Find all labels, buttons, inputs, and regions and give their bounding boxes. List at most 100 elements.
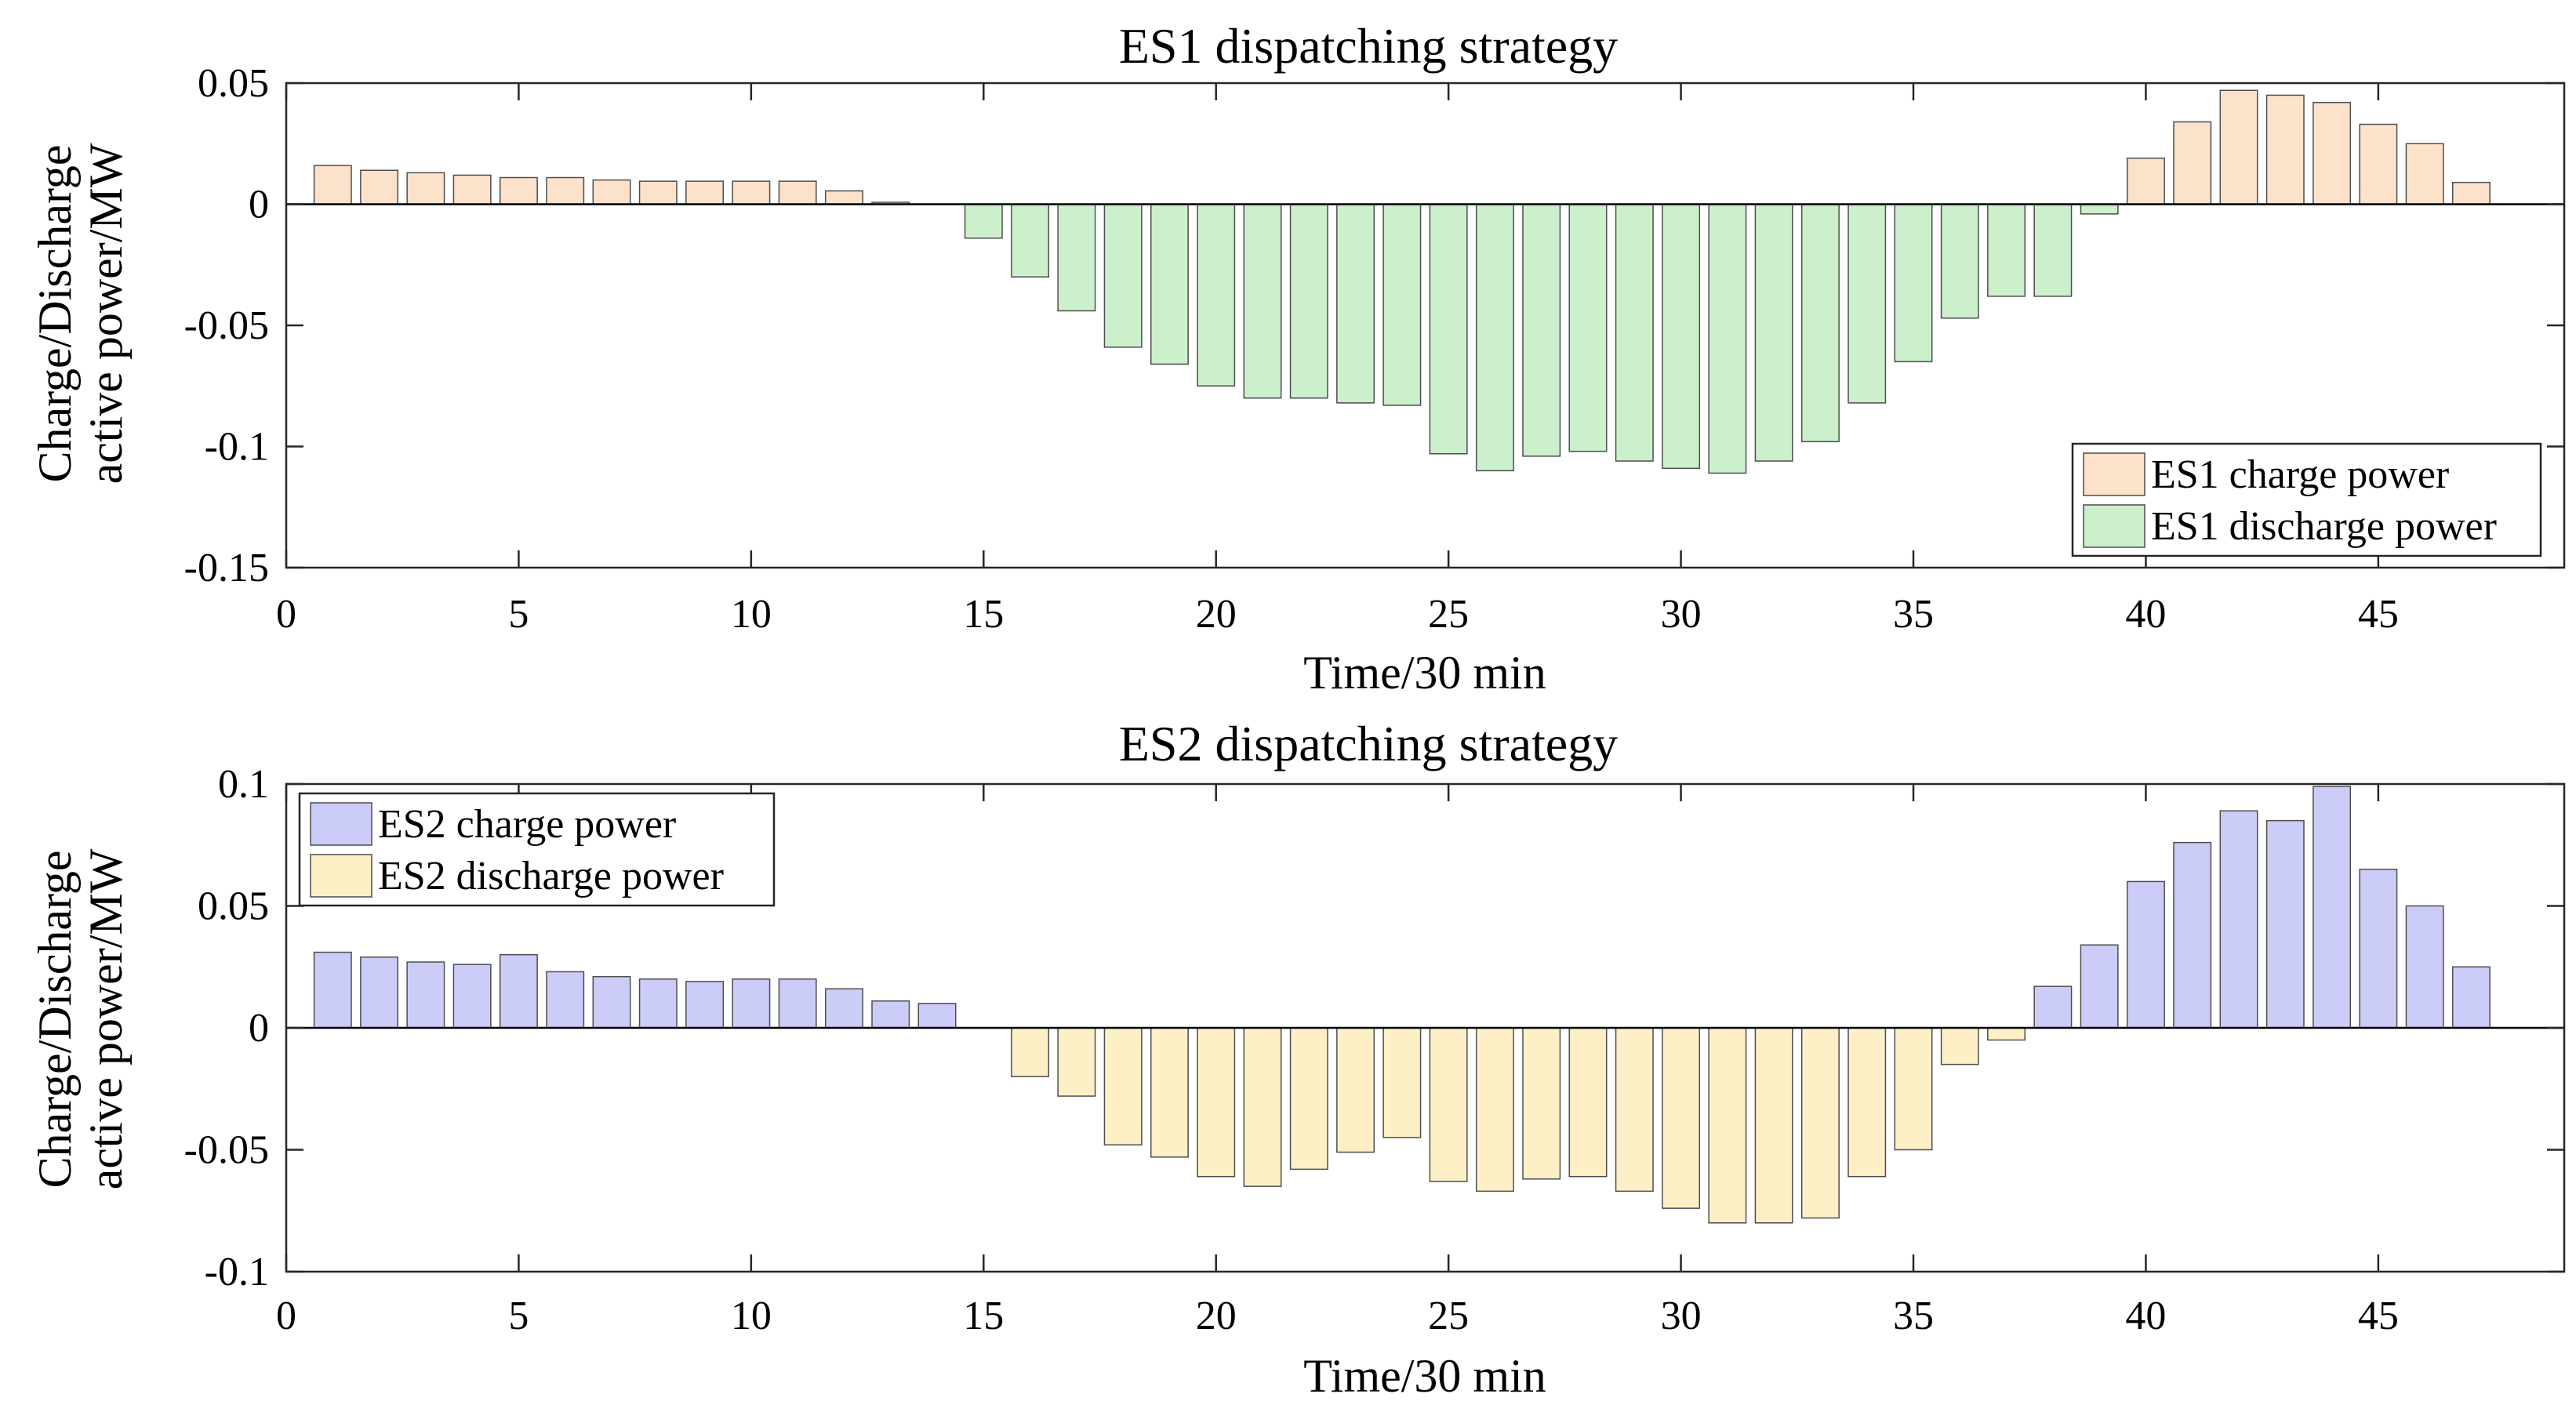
es2-bar-discharge-24 bbox=[1382, 1027, 1422, 1138]
es2-bar-discharge-35 bbox=[1894, 1027, 1933, 1151]
es2-x-tick-label-35: 35 bbox=[1893, 1294, 1934, 1338]
es1-x-tick-label-35: 35 bbox=[1893, 592, 1934, 637]
es2-x-tick-label-10: 10 bbox=[731, 1294, 772, 1338]
es1-bar-charge-6 bbox=[546, 176, 585, 205]
es2-bar-charge-11 bbox=[778, 978, 817, 1029]
es2-bar-discharge-34 bbox=[1848, 1027, 1887, 1178]
es1-bar-charge-9 bbox=[685, 180, 725, 205]
es1-x-tick-label-30: 30 bbox=[1661, 592, 1702, 637]
es2-bar-charge-8 bbox=[638, 978, 678, 1029]
es1-bar-discharge-31 bbox=[1708, 203, 1747, 474]
es1-x-tick-label-5: 5 bbox=[508, 592, 529, 637]
es1-bar-discharge-26 bbox=[1475, 203, 1514, 472]
es2-bar-discharge-25 bbox=[1429, 1027, 1468, 1182]
es2-bar-charge-41 bbox=[2173, 841, 2212, 1029]
es2-bar-charge-9 bbox=[685, 981, 725, 1029]
es1-bar-discharge-35 bbox=[1894, 203, 1933, 363]
es2-x-tick-label-20: 20 bbox=[1196, 1294, 1237, 1338]
es1-y-tick-label-3: 0 bbox=[249, 183, 269, 227]
es1-bar-discharge-30 bbox=[1662, 203, 1701, 470]
es1-bar-discharge-21 bbox=[1243, 203, 1282, 399]
es2-x-tick-label-40: 40 bbox=[2125, 1294, 2166, 1338]
es1-bar-charge-1 bbox=[313, 165, 352, 205]
es2-bar-charge-10 bbox=[732, 978, 771, 1029]
es1-bar-charge-47 bbox=[2451, 181, 2491, 205]
es2-bar-discharge-33 bbox=[1800, 1027, 1840, 1219]
es2-bar-charge-3 bbox=[406, 961, 445, 1029]
es2-bar-discharge-36 bbox=[1940, 1027, 1979, 1065]
es1-bar-discharge-29 bbox=[1615, 203, 1654, 462]
es1-bar-discharge-20 bbox=[1197, 203, 1236, 387]
es2-bar-charge-39 bbox=[2080, 944, 2119, 1029]
es1-bar-discharge-24 bbox=[1382, 203, 1422, 406]
es1-bar-discharge-36 bbox=[1940, 203, 1979, 319]
es1-x-tick-label-45: 45 bbox=[2358, 592, 2399, 637]
es2-x-tick-label-5: 5 bbox=[508, 1294, 529, 1338]
es2-x-tick-label-0: 0 bbox=[276, 1294, 296, 1338]
es2-bar-charge-45 bbox=[2359, 869, 2398, 1029]
es2-bar-charge-44 bbox=[2313, 786, 2352, 1029]
es1-bar-discharge-39 bbox=[2080, 203, 2119, 215]
es1-bar-discharge-19 bbox=[1150, 203, 1189, 365]
es2-bar-discharge-29 bbox=[1615, 1027, 1654, 1192]
es2-legend-label-discharge: ES2 discharge power bbox=[378, 854, 724, 898]
es1-x-tick-label-0: 0 bbox=[276, 592, 296, 637]
es2-bar-discharge-30 bbox=[1662, 1027, 1701, 1209]
es1-legend-label-charge: ES1 charge power bbox=[2151, 452, 2449, 497]
es2-bar-charge-6 bbox=[546, 971, 585, 1029]
es2-bar-discharge-19 bbox=[1150, 1027, 1189, 1158]
es2-bar-discharge-32 bbox=[1754, 1027, 1793, 1224]
es2-y-axis-label-line1: Charge/Discharge bbox=[29, 851, 81, 1189]
es1-x-tick-label-10: 10 bbox=[731, 592, 772, 637]
es1-legend-box bbox=[2071, 442, 2542, 557]
es2-bar-charge-2 bbox=[360, 956, 399, 1029]
es2-bar-discharge-28 bbox=[1568, 1027, 1608, 1178]
es1-bar-charge-40 bbox=[2126, 158, 2165, 205]
es2-x-tick-label-15: 15 bbox=[963, 1294, 1004, 1338]
es2-bar-charge-14 bbox=[917, 1003, 957, 1029]
es1-bar-discharge-33 bbox=[1800, 203, 1840, 443]
es2-legend-swatch-charge bbox=[310, 802, 372, 846]
es2-y-tick-label-3: 0.05 bbox=[198, 884, 269, 929]
es1-bar-charge-11 bbox=[778, 180, 817, 205]
es1-bar-discharge-27 bbox=[1522, 203, 1561, 457]
es2-bar-discharge-37 bbox=[1987, 1027, 2026, 1041]
es2-bar-discharge-20 bbox=[1197, 1027, 1236, 1178]
es2-chart-title: ES2 dispatching strategy bbox=[1119, 716, 1618, 771]
es1-bar-discharge-17 bbox=[1057, 203, 1096, 312]
es1-y-tick-label-0: -0.15 bbox=[184, 546, 269, 590]
es1-bar-charge-43 bbox=[2265, 94, 2305, 205]
es1-bar-discharge-18 bbox=[1103, 203, 1143, 348]
es2-y-tick-label-1: -0.05 bbox=[184, 1128, 269, 1173]
es1-bar-charge-3 bbox=[406, 172, 445, 205]
es2-bar-discharge-27 bbox=[1522, 1027, 1561, 1180]
es1-bar-discharge-37 bbox=[1987, 203, 2026, 297]
es1-bar-charge-2 bbox=[360, 169, 399, 205]
es2-bar-charge-13 bbox=[871, 1000, 910, 1029]
es1-legend-swatch-discharge bbox=[2083, 504, 2145, 548]
es1-bar-discharge-15 bbox=[964, 203, 1003, 239]
es2-bar-charge-42 bbox=[2219, 810, 2258, 1029]
es2-bar-charge-4 bbox=[452, 964, 492, 1029]
es2-bar-charge-40 bbox=[2126, 880, 2165, 1029]
es2-legend-label-charge: ES2 charge power bbox=[378, 802, 676, 847]
es1-y-tick-label-2: -0.05 bbox=[184, 303, 269, 348]
es1-chart: ES1 dispatching strategy Charge/Discharg… bbox=[29, 18, 2566, 699]
es1-bar-discharge-28 bbox=[1568, 203, 1608, 452]
es2-bar-discharge-18 bbox=[1103, 1027, 1143, 1146]
es1-x-axis-label: Time/30 min bbox=[1303, 647, 1546, 699]
es1-bar-discharge-25 bbox=[1429, 203, 1468, 455]
es1-legend-swatch-charge bbox=[2083, 452, 2145, 496]
es1-bar-charge-45 bbox=[2359, 123, 2398, 205]
es2-bar-charge-38 bbox=[2033, 985, 2073, 1029]
es1-y-tick-label-1: -0.1 bbox=[205, 425, 269, 470]
es1-bar-charge-10 bbox=[732, 180, 771, 205]
es2-x-tick-label-45: 45 bbox=[2358, 1294, 2399, 1338]
es1-bar-charge-7 bbox=[592, 179, 631, 205]
es1-bar-discharge-23 bbox=[1336, 203, 1375, 404]
es2-bar-charge-47 bbox=[2451, 966, 2491, 1029]
es1-chart-title: ES1 dispatching strategy bbox=[1119, 18, 1618, 74]
es1-bar-discharge-22 bbox=[1289, 203, 1328, 399]
es1-bar-charge-12 bbox=[824, 190, 863, 205]
